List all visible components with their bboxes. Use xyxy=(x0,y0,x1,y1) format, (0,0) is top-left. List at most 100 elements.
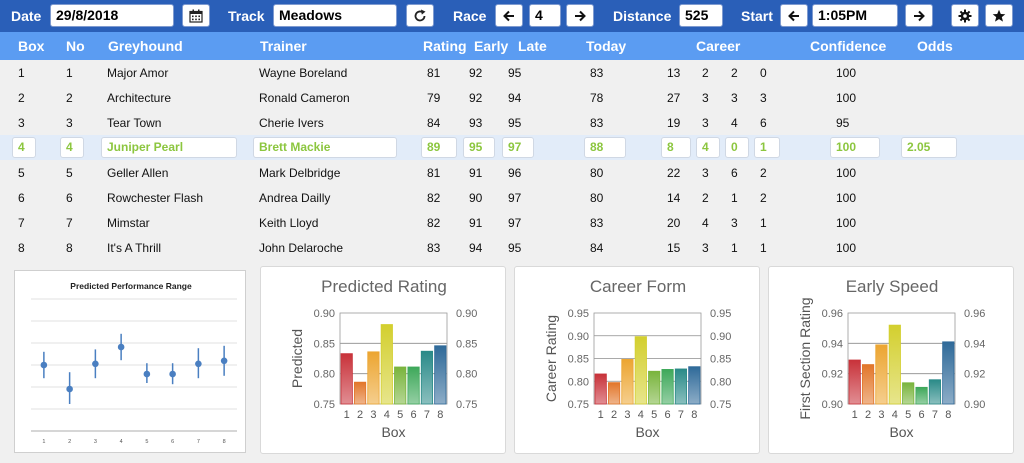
col-today[interactable]: Today xyxy=(586,38,627,54)
race-next-button[interactable] xyxy=(566,4,594,27)
bar xyxy=(594,373,607,405)
col-career[interactable]: Career xyxy=(696,38,741,54)
cell-trainer: Mark Delbridge xyxy=(259,166,341,180)
distance-field[interactable]: 525 xyxy=(679,4,723,27)
plot-frame xyxy=(593,312,702,405)
cell-early: 92 xyxy=(469,91,483,105)
y-tick-label-right: 0.85 xyxy=(456,338,477,350)
cell-career-thirds: 1 xyxy=(760,241,767,255)
cell-rating: 89 xyxy=(421,137,457,158)
start-time-field[interactable]: 1:05PM xyxy=(812,4,898,27)
x-tick-label: 6 xyxy=(171,439,174,445)
cell-career-starts: 27 xyxy=(667,91,681,105)
cell-career-wins: 3 xyxy=(702,166,709,180)
col-late[interactable]: Late xyxy=(518,38,547,54)
cell-rating: 79 xyxy=(427,91,441,105)
data-point xyxy=(143,370,151,378)
y-tick-label: 0.85 xyxy=(568,354,589,366)
y-tick-label: 0.80 xyxy=(568,376,589,388)
arrow-right-icon xyxy=(575,10,586,21)
race-field[interactable]: 4 xyxy=(529,4,561,27)
x-tick-label: 5 xyxy=(651,409,657,421)
date-field[interactable]: 29/8/2018 xyxy=(50,4,174,27)
table-row-selected[interactable]: 4 4 Juniper Pearl Brett Mackie 89 95 97 88 8 4 0 1 1… xyxy=(0,135,1024,160)
col-no[interactable]: No xyxy=(66,38,85,54)
cell-box: 5 xyxy=(18,166,25,180)
runner-table: 1 1 Major Amor Wayne Boreland 81 92 95 83 13 2 2 0 1… xyxy=(0,60,1024,260)
y-tick-label-right: 0.80 xyxy=(710,376,731,388)
race-prev-button[interactable] xyxy=(495,4,523,27)
cell-no: 4 xyxy=(60,137,84,158)
cell-late: 95 xyxy=(508,241,522,255)
settings-button[interactable] xyxy=(951,4,979,27)
cell-career-wins: 2 xyxy=(702,66,709,80)
table-row[interactable]: 2 2 Architecture Ronald Cameron 79 92 94 78 27 3 3… xyxy=(0,85,1024,110)
bar xyxy=(634,336,647,405)
bar xyxy=(607,382,621,405)
toolbar: Date 29/8/2018 Track Meadows Race 4 Dist… xyxy=(0,0,1024,32)
col-box[interactable]: Box xyxy=(18,38,45,54)
col-rating[interactable]: Rating xyxy=(423,38,467,54)
col-greyhound[interactable]: Greyhound xyxy=(108,38,183,54)
y-tick-label-right: 0.92 xyxy=(964,369,985,381)
track-field[interactable]: Meadows xyxy=(273,4,397,27)
y-axis-label: Predicted xyxy=(289,329,305,388)
arrow-left-icon xyxy=(788,10,799,21)
cell-box: 8 xyxy=(18,241,25,255)
cell-today: 78 xyxy=(590,91,604,105)
cell-career-wins: 3 xyxy=(702,241,709,255)
cell-rating: 82 xyxy=(427,216,441,230)
table-row[interactable]: 8 8 It's A Thrill John Delaroche 83 94 95 84 15 3… xyxy=(0,235,1024,260)
cell-career-starts: 20 xyxy=(667,216,681,230)
cell-rating: 82 xyxy=(427,191,441,205)
y-tick-label-right: 0.80 xyxy=(456,369,477,381)
table-row[interactable]: 7 7 Mimstar Keith Lloyd 82 91 97 83 20 4 3 1 100 xyxy=(0,210,1024,235)
chart-title: Predicted Rating xyxy=(321,277,447,296)
cell-career-seconds: 2 xyxy=(731,66,738,80)
col-odds[interactable]: Odds xyxy=(917,38,953,54)
x-tick-label: 3 xyxy=(94,439,97,445)
cell-confidence: 100 xyxy=(836,241,857,255)
x-tick-label: 6 xyxy=(411,409,417,421)
cell-trainer: Wayne Boreland xyxy=(259,66,348,80)
cell-today: 80 xyxy=(590,191,604,205)
y-tick-label: 0.94 xyxy=(822,338,843,350)
chart-title: Predicted Performance Range xyxy=(70,281,192,291)
race-label: Race xyxy=(453,8,487,24)
col-early[interactable]: Early xyxy=(474,38,509,54)
bar xyxy=(340,353,353,405)
refresh-button[interactable] xyxy=(406,4,434,27)
table-row[interactable]: 1 1 Major Amor Wayne Boreland 81 92 95 83 13 2 2 0 1… xyxy=(0,60,1024,85)
table-row[interactable]: 5 5 Geller Allen Mark Delbridge 81 91 96 80 22 3 6… xyxy=(0,160,1024,185)
x-tick-label: 4 xyxy=(892,409,898,421)
predicted-rating-panel: Predicted Rating 0.90 0.90 0.85 0.85 0.80 0.80… xyxy=(260,266,506,454)
x-tick-label: 7 xyxy=(424,409,430,421)
cell-confidence: 95 xyxy=(836,116,850,130)
x-tick-label: 1 xyxy=(598,409,604,421)
cell-greyhound: Mimstar xyxy=(107,216,150,230)
x-axis-label: Box xyxy=(889,424,913,440)
cell-no: 5 xyxy=(66,166,73,180)
cell-confidence: 100 xyxy=(836,166,857,180)
calendar-button[interactable] xyxy=(182,4,210,27)
y-tick-label-right: 0.90 xyxy=(964,399,985,411)
cell-box: 6 xyxy=(18,191,25,205)
col-trainer[interactable]: Trainer xyxy=(260,38,307,54)
table-row[interactable]: 3 3 Tear Town Cherie Ivers 84 93 95 83 19 3 4 6 95 xyxy=(0,110,1024,135)
cell-box: 7 xyxy=(18,216,25,230)
y-tick-label: 0.90 xyxy=(314,308,335,320)
table-row[interactable]: 6 6 Rowchester Flash Andrea Dailly 82 90 97 80 1… xyxy=(0,185,1024,210)
col-confidence[interactable]: Confidence xyxy=(810,38,887,54)
cell-today: 80 xyxy=(590,166,604,180)
bar xyxy=(875,344,888,405)
y-tick-label-right: 0.90 xyxy=(456,308,477,320)
cell-late: 95 xyxy=(508,116,522,130)
cell-trainer: Ronald Cameron xyxy=(259,91,350,105)
cell-rating: 83 xyxy=(427,241,441,255)
bar xyxy=(367,351,380,405)
start-next-button[interactable] xyxy=(905,4,933,27)
cell-career-wins: 3 xyxy=(702,91,709,105)
cell-career-seconds: 4 xyxy=(731,116,738,130)
start-prev-button[interactable] xyxy=(780,4,808,27)
favorite-button[interactable] xyxy=(985,4,1013,27)
